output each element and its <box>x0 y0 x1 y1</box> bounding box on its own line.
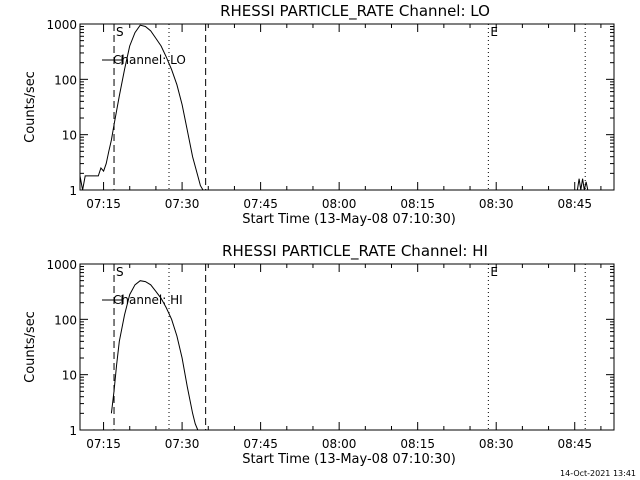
chart-title: RHESSI PARTICLE_RATE Channel: HI <box>222 242 488 261</box>
y-tick-label: 1000 <box>46 258 77 272</box>
footer-date: 14-Oct-2021 13:41 <box>560 469 636 478</box>
y-tick-label: 1 <box>69 424 77 438</box>
y-tick-label: 1 <box>69 184 77 198</box>
x-tick-label: 08:45 <box>557 197 592 211</box>
x-tick-label: 07:30 <box>165 437 200 451</box>
data-series-line <box>79 24 204 191</box>
x-axis-label: Start Time (13-May-08 07:10:30) <box>242 212 456 227</box>
y-tick-label: 10 <box>62 129 77 143</box>
y-axis-label: Counts/sec <box>23 71 38 143</box>
x-tick-label: 07:15 <box>86 437 121 451</box>
y-tick-label: 100 <box>54 313 77 327</box>
legend-label: Channel: HI <box>113 293 183 307</box>
x-tick-label: 07:30 <box>165 197 200 211</box>
x-tick-label: 08:15 <box>400 197 435 211</box>
plot-frame <box>79 23 615 191</box>
x-tick-label: 08:00 <box>322 197 357 211</box>
plot-frame <box>79 263 615 431</box>
y-tick-label: 1000 <box>46 18 77 32</box>
x-tick-label: 08:30 <box>479 437 514 451</box>
x-tick-label: 08:30 <box>479 197 514 211</box>
chart-panel-2: RHESSI PARTICLE_RATE Channel: HI 1 10 100 10… <box>23 242 615 467</box>
x-tick-label: 07:45 <box>243 437 278 451</box>
chart-title: RHESSI PARTICLE_RATE Channel: LO <box>220 2 490 21</box>
y-tick-label: 10 <box>62 369 77 383</box>
x-tick-label: 07:45 <box>243 197 278 211</box>
time-marker-label: S <box>116 25 124 39</box>
x-axis-label: Start Time (13-May-08 07:10:30) <box>242 452 456 467</box>
y-tick-label: 100 <box>54 73 77 87</box>
x-tick-label: 07:15 <box>86 197 121 211</box>
time-marker-label: E <box>490 25 498 39</box>
x-tick-label: 08:00 <box>322 437 357 451</box>
x-tick-label: 08:15 <box>400 437 435 451</box>
chart-panel-1: RHESSI PARTICLE_RATE Channel: LO 1 10 100 10… <box>23 2 615 227</box>
y-axis-label: Counts/sec <box>23 311 38 383</box>
time-marker-label: S <box>116 265 124 279</box>
data-series-line <box>110 280 199 431</box>
x-tick-label: 08:45 <box>557 437 592 451</box>
legend-label: Channel: LO <box>113 53 186 67</box>
time-marker-label: E <box>490 265 498 279</box>
data-series-line <box>576 178 589 191</box>
